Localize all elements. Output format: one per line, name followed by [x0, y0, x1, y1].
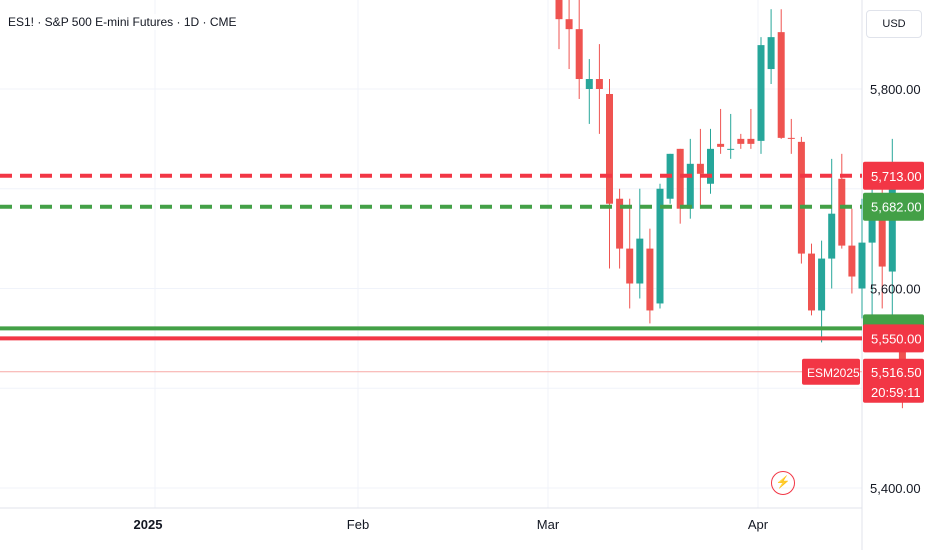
candle-body: [747, 138, 755, 144]
time-tick-label: 2025: [134, 517, 163, 532]
currency-button[interactable]: USD: [866, 10, 922, 38]
candle-body: [686, 163, 694, 209]
candle-body: [707, 148, 714, 184]
candle-body: [838, 178, 846, 246]
candle-body: [636, 238, 644, 284]
candle-body: [696, 163, 704, 174]
candle-body: [646, 248, 654, 311]
lightning-icon[interactable]: ⚡: [771, 471, 795, 495]
level-price-text: 5,550.00: [871, 331, 922, 346]
candle-body: [565, 19, 573, 30]
candle-body: [818, 258, 826, 311]
last-price-text: 5,516.50: [871, 365, 922, 380]
level-price-label: [863, 324, 924, 353]
candle-body: [727, 148, 735, 150]
last-price-label: [863, 358, 924, 403]
level-price-text: 5,682.00: [871, 200, 922, 215]
time-tick-label: Apr: [748, 517, 769, 532]
level-price-label: [863, 161, 924, 190]
candle-body: [656, 188, 664, 304]
candle-body: [777, 32, 785, 138]
candle-body: [828, 213, 836, 259]
candle-body: [737, 138, 745, 144]
level-price-label: [863, 192, 924, 221]
candle-body: [787, 137, 795, 139]
contract-text: ESM2025: [807, 366, 860, 380]
countdown-text: 20:59:11: [871, 385, 921, 400]
time-tick-label: Mar: [537, 517, 560, 532]
candle-body: [717, 143, 725, 147]
candle-body: [616, 198, 624, 249]
symbol-title[interactable]: ES1! · S&P 500 E-mini Futures · 1D · CME: [6, 14, 239, 30]
time-tick-label: Feb: [347, 517, 369, 532]
candle-body: [878, 198, 886, 267]
price-tick-label: 5,400.00: [870, 481, 921, 496]
candle-body: [767, 37, 775, 70]
level-price-text: 5,713.00: [871, 169, 922, 184]
candle-body: [575, 29, 583, 80]
candle-body: [888, 178, 896, 272]
candle-body: [555, 0, 563, 20]
price-tick-label: 5,600.00: [870, 282, 921, 297]
candle-body: [757, 45, 765, 141]
candle-body: [848, 245, 856, 277]
candle-body: [606, 93, 613, 204]
candle-body: [808, 253, 815, 311]
candle-body: [626, 248, 634, 284]
candle-body: [585, 79, 593, 89]
candle-body: [797, 141, 805, 254]
price-tick-label: 5,800.00: [870, 82, 921, 97]
candle-body: [898, 338, 906, 372]
candle-body: [595, 79, 603, 89]
candle-body: [676, 148, 684, 209]
candle-body: [858, 242, 866, 289]
contract-label: [802, 358, 860, 385]
